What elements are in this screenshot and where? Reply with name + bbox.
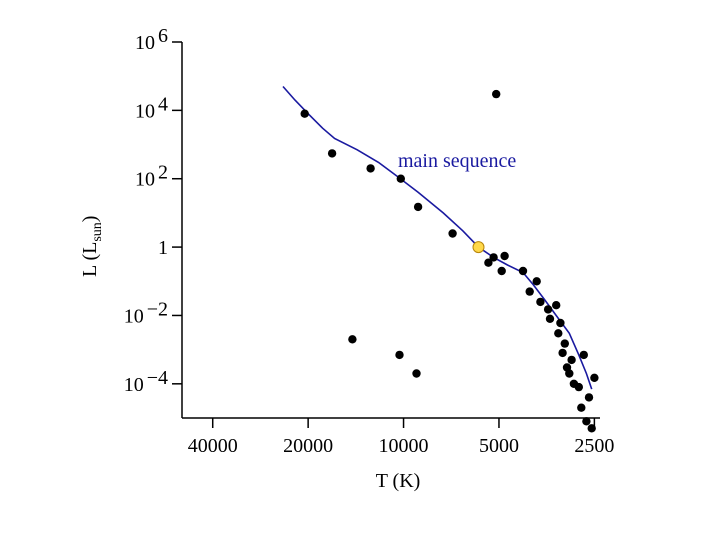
star-point bbox=[556, 318, 565, 328]
y-tick-base: 10 bbox=[135, 32, 155, 54]
star-point bbox=[327, 149, 337, 158]
y-axis-label-sub: sun bbox=[90, 222, 105, 241]
star-point bbox=[492, 89, 501, 99]
star-point bbox=[584, 393, 594, 402]
star-point bbox=[587, 424, 596, 433]
x-axis-ticks: 40000 20000 10000 5000 2500 bbox=[188, 418, 614, 457]
y-tick-base: 10 bbox=[124, 374, 144, 396]
y-tick-label: 10 2 bbox=[135, 162, 168, 191]
star-point bbox=[500, 251, 509, 261]
y-tick-label: 1 bbox=[158, 237, 168, 259]
y-tick-exponent: 6 bbox=[158, 25, 168, 47]
y-tick-base: 10 bbox=[135, 169, 155, 191]
star-point bbox=[497, 266, 506, 276]
star-point bbox=[396, 174, 405, 183]
x-tick-label: 10000 bbox=[379, 435, 429, 457]
star-point bbox=[565, 369, 574, 378]
star-point bbox=[348, 335, 357, 344]
main-sequence-line bbox=[282, 85, 593, 390]
x-tick-label: 2500 bbox=[574, 435, 614, 457]
star-point bbox=[554, 329, 563, 338]
x-tick-label: 5000 bbox=[479, 435, 519, 457]
y-tick-label: 10 4 bbox=[135, 93, 168, 122]
x-tick-label: 40000 bbox=[188, 435, 238, 457]
star-point bbox=[395, 350, 404, 360]
star-point bbox=[413, 202, 423, 212]
star-point bbox=[484, 258, 493, 267]
star-point bbox=[579, 350, 588, 360]
star-point bbox=[489, 253, 498, 262]
star-point bbox=[582, 417, 591, 426]
star-point bbox=[518, 266, 528, 276]
y-tick-label: 10 6 bbox=[135, 25, 168, 54]
y-tick-base: 10 bbox=[135, 100, 155, 122]
star-point bbox=[560, 339, 569, 348]
star-point bbox=[558, 348, 567, 358]
star-point bbox=[366, 164, 375, 173]
star-point bbox=[525, 287, 534, 296]
star-point bbox=[543, 305, 553, 314]
main-sequence-annotation: main sequence bbox=[398, 150, 516, 172]
y-tick-base: 1 bbox=[158, 237, 168, 259]
star-point bbox=[545, 314, 555, 323]
star-point bbox=[412, 369, 421, 378]
star-point bbox=[590, 373, 599, 382]
y-tick-exponent: −4 bbox=[147, 367, 168, 389]
axes bbox=[181, 42, 600, 419]
x-axis-label: T (K) bbox=[376, 470, 421, 492]
y-tick-exponent: −2 bbox=[147, 298, 168, 320]
star-point bbox=[567, 355, 576, 365]
y-tick-exponent: 2 bbox=[158, 162, 168, 184]
y-axis-label-main: L (L bbox=[79, 242, 101, 277]
star-point bbox=[300, 109, 309, 118]
y-tick-base: 10 bbox=[124, 305, 144, 327]
y-tick-label: 10 −2 bbox=[124, 298, 168, 327]
star-points bbox=[300, 89, 599, 433]
star-point bbox=[574, 382, 583, 392]
x-tick-label: 20000 bbox=[283, 435, 333, 457]
star-point bbox=[448, 229, 457, 238]
star-point bbox=[552, 301, 561, 310]
y-tick-label: 10 −4 bbox=[124, 367, 168, 396]
y-axis-label: L (Lsun) bbox=[79, 216, 105, 277]
star-point bbox=[536, 297, 545, 307]
sun-point bbox=[472, 241, 485, 254]
star-point bbox=[577, 403, 586, 412]
y-tick-exponent: 4 bbox=[158, 93, 168, 115]
star-point bbox=[532, 277, 541, 286]
y-axis-label-close: ) bbox=[79, 216, 101, 223]
